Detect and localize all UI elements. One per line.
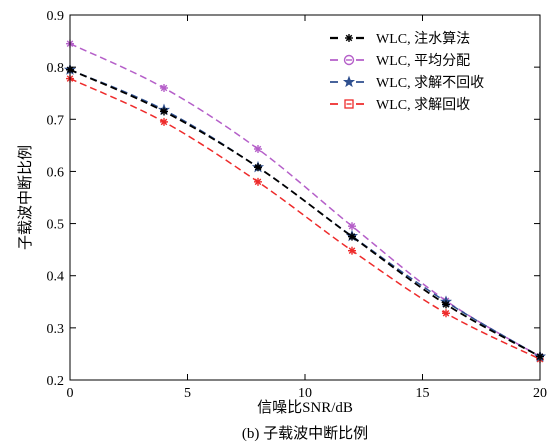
x-tick-label: 5 [184,386,191,401]
data-point-series-1 [254,145,262,154]
data-point-series-0 [254,163,262,172]
axes-layer: 0 5 10 15 20 0.2 0.3 0.4 0.5 0.6 0.7 0.8 0.9 [47,9,548,401]
legend: WLC, 注水算法 WLC, 平均分配 WLC, 求解不回收 WLC, 求解回收 [330,31,484,113]
x-tick-label: 0 [67,386,74,401]
legend-item: WLC, 注水算法 [330,31,470,47]
legend-label: WLC, 平均分配 [376,53,470,69]
legend-label: WLC, 求解回收 [376,97,470,113]
legend-item: WLC, 平均分配 [330,53,470,69]
x-axis-label: 信噪比SNR/dB [257,399,353,416]
series-line-3 [69,77,541,360]
legend-label: WLC, 注水算法 [376,31,470,47]
legend-marker [344,99,354,109]
data-point-series-3 [348,246,356,255]
data-point-series-1 [348,222,356,231]
x-tick-label: 15 [416,386,430,401]
y-tick-label: 0.6 [47,165,65,180]
data-point-series-3 [160,117,168,126]
x-tick-label: 20 [533,386,547,401]
legend-label: WLC, 求解不回收 [376,75,484,91]
data-point-series-0 [348,232,356,241]
y-tick-label: 0.9 [47,9,65,24]
y-tick-label: 0.5 [47,218,65,233]
y-tick-label: 0.2 [47,374,65,389]
y-axis-label: 子载波中断比例 [17,145,34,250]
y-tick-label: 0.7 [47,113,65,128]
figure-caption: (b) 子载波中断比例 [242,425,368,442]
legend-marker [342,75,356,88]
series-line-0 [69,68,541,358]
data-point-series-3 [254,177,262,186]
legend-marker [345,34,353,42]
legend-marker [343,54,355,66]
data-point-series-0 [442,300,450,309]
y-tick-label: 0.4 [47,270,65,285]
data-point-series-1 [160,84,168,92]
legend-item: WLC, 求解不回收 [330,75,484,91]
y-tick-label: 0.3 [47,322,65,337]
legend-item: WLC, 求解回收 [330,97,470,113]
data-point-series-0 [160,107,168,116]
plot-frame [69,14,541,381]
data-point-series-3 [442,309,450,318]
y-tick-label: 0.8 [47,61,65,76]
x-tick-label: 10 [298,386,312,401]
